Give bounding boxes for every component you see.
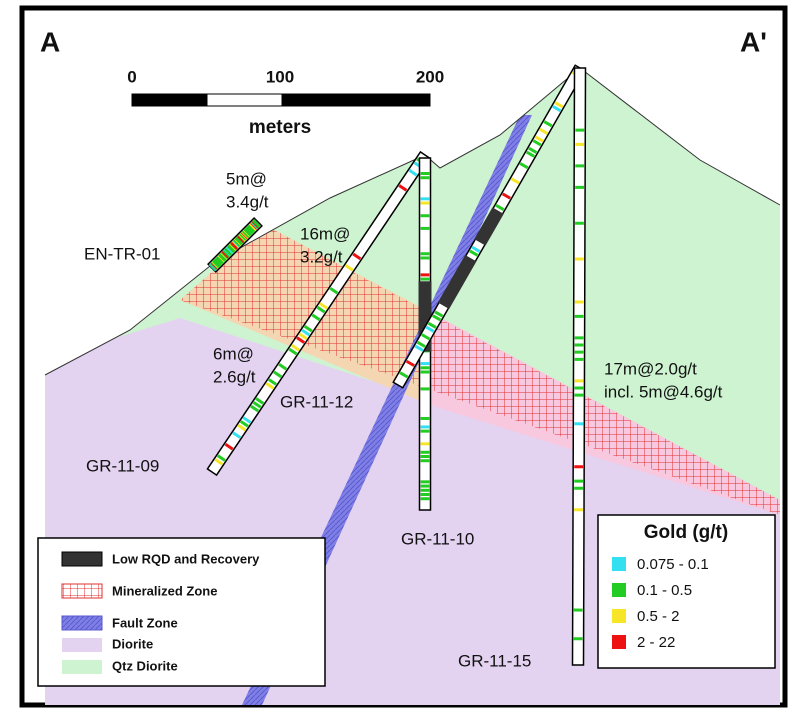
legend-swatch <box>62 616 102 630</box>
legend-swatch <box>62 552 102 566</box>
intercept-label: 2.6g/t <box>213 367 256 386</box>
gold-swatch <box>612 557 626 571</box>
hole-label: EN-TR-01 <box>84 244 161 263</box>
scale-unit: meters <box>249 117 311 138</box>
hole-label: GR-11-15 <box>458 651 531 670</box>
intercept-label: 3.2g/t <box>300 247 343 266</box>
scale-label: 200 <box>416 67 444 86</box>
scale-label: 100 <box>266 67 294 86</box>
intercept-label: 3.4g/t <box>226 192 269 211</box>
gold-legend-title: Gold (g/t) <box>644 522 728 543</box>
hole-label: GR-11-12 <box>280 392 353 411</box>
legend-swatch <box>62 584 102 598</box>
cross-section: A A' 0 100 200 meters 5m@ 3.4g/t 16m@ 3.… <box>0 0 796 711</box>
scale-label: 0 <box>127 67 136 86</box>
legend-swatch <box>62 638 102 652</box>
intercept-label: incl. 5m@4.6g/t <box>604 382 723 401</box>
scale-segment <box>282 94 430 106</box>
intercept-label: 5m@ <box>226 169 267 188</box>
legend-swatch <box>62 660 102 674</box>
legend-label: Fault Zone <box>112 615 178 630</box>
gold-legend-label: 0.075 - 0.1 <box>637 556 709 573</box>
section-end: A' <box>740 26 767 57</box>
intercept-label: 17m@2.0g/t <box>604 359 697 378</box>
legend-label: Mineralized Zone <box>112 583 217 598</box>
gold-swatch <box>612 609 626 623</box>
scale-segment <box>132 94 207 106</box>
legend-label: Low RQD and Recovery <box>112 551 260 566</box>
legend-label: Qtz Diorite <box>112 658 178 673</box>
hole-label: GR-11-09 <box>86 456 159 475</box>
intercept-label: 16m@ <box>300 224 350 243</box>
hole-label: GR-11-10 <box>401 529 474 548</box>
drill-hole <box>573 68 586 665</box>
gold-swatch <box>612 583 626 597</box>
section-start: A <box>40 26 60 57</box>
intercept-label: 6m@ <box>213 344 254 363</box>
legend-label: Diorite <box>112 636 153 651</box>
gold-legend-label: 0.5 - 2 <box>637 608 680 625</box>
gold-legend-label: 2 - 22 <box>637 634 675 651</box>
scale-segment <box>207 94 282 106</box>
gold-legend-label: 0.1 - 0.5 <box>637 582 692 599</box>
gold-swatch <box>612 635 626 649</box>
